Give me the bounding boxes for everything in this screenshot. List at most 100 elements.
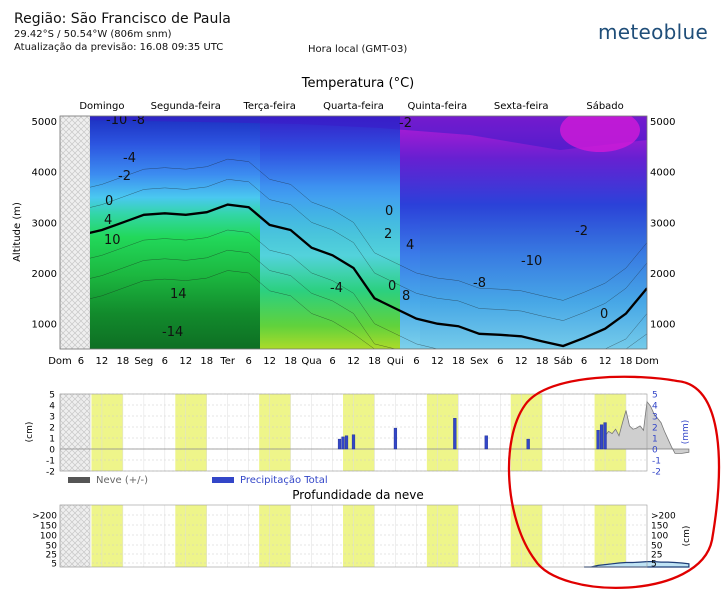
legend-precip-label: Precipitação Total [240,475,328,486]
time-tick: Dom [635,356,659,367]
day-label: Terça-feira [242,101,295,112]
precip-tick-left: -1 [46,457,55,467]
region-title: Região: São Francisco de Paula [14,11,231,27]
precip-tick-right: 0 [652,446,658,456]
daytime-band [426,505,459,567]
contour-label: 0 [600,307,608,322]
contour-label: 0 [105,194,113,209]
depth-tick-left: 100 [40,532,57,542]
depth-tick-right: 100 [651,532,668,542]
daytime-band [426,394,459,471]
altitude-tick-left: 3000 [32,218,57,229]
time-tick: 18 [284,356,297,367]
contour-label: 8 [402,289,410,304]
time-tick: 12 [263,356,276,367]
precip-day-bands [91,394,627,471]
day-label: Quinta-feira [408,101,468,112]
precip-tick-right: -2 [652,468,661,478]
contour-label: 0 [388,279,396,294]
depth-tick-right: 150 [651,522,668,532]
time-tick: 12 [599,356,612,367]
altitude-tick-right: 4000 [650,168,675,179]
depth-day-bands [91,505,627,567]
day-labels: Domingo Segunda-feira Terça-feira Quarta-fe… [79,100,623,112]
time-tick: Qui [387,356,404,367]
depth-tick-right: 5 [651,560,657,570]
time-tick: Qua [301,356,321,367]
precip-tick-right: 1 [652,435,658,445]
time-tick: 6 [329,356,335,367]
time-tick: 12 [179,356,192,367]
time-tick: Sex [470,356,488,367]
depth-tick-right: 25 [651,551,662,561]
precip-bar [603,422,607,450]
precip-bar [351,434,356,450]
time-tick: Sáb [554,355,573,367]
depth-tick-left: 150 [40,522,57,532]
daytime-band [175,394,207,471]
precip-tick-right: -1 [652,457,661,467]
contour-label: -4 [123,151,136,166]
snow-depth-area [584,561,690,568]
contour-label: -8 [132,113,145,128]
depth-grid [60,505,647,567]
depth-tick-right: 50 [651,542,663,552]
precip-bar [337,438,342,450]
precip-tick-right: 3 [652,413,658,423]
day-label: Domingo [79,101,124,112]
time-tick: 12 [96,356,109,367]
contour-label: 14 [170,287,187,302]
contour-label: -10 [521,254,542,269]
time-tick: 6 [497,356,503,367]
precip-tick-right: 2 [652,424,658,434]
daytime-band [594,505,627,567]
contour-label: 10 [104,233,121,248]
time-tick: 18 [117,356,130,367]
time-tick: 12 [431,356,444,367]
precip-bar [526,438,530,450]
time-tick: 12 [347,356,360,367]
precipitation-bars [337,418,607,450]
day-label: Quarta-feira [323,101,384,112]
altitude-tick-left: 1000 [32,320,57,331]
contour-label: -2 [118,169,131,184]
contour-label: 0 [385,204,393,219]
depth-tick-left: 50 [46,542,58,552]
contour-label: -14 [162,325,183,340]
contour-label: -4 [330,281,343,296]
precip-missing-hatch [59,393,91,472]
timezone-label: Hora local (GMT-03) [308,44,408,55]
missing-data-hatch [59,115,91,350]
precip-tick-left: 5 [49,391,55,401]
daytime-band [175,505,207,567]
precip-bar [341,436,345,450]
time-tick: 18 [536,356,549,367]
precip-tick-right: 4 [652,402,658,412]
coordinates: 29.42°S / 50.54°W (806m snm) [14,29,172,40]
precip-axis-label: (mm) [681,420,691,445]
depth-tick-left: >200 [32,512,57,522]
altitude-tick-left: 2000 [32,269,57,280]
daytime-band [343,394,375,471]
daytime-band [259,505,291,567]
precip-tick-left: 4 [49,402,55,412]
time-tick: 6 [162,356,168,367]
time-tick: Ter [219,356,236,367]
day-label: Sexta-feira [494,101,549,112]
altitude-axis-label: Altitude (m) [12,202,23,262]
time-tick: 6 [245,356,251,367]
meteoblue-logo[interactable]: meteoblue [598,20,709,44]
legend-precip-swatch [212,477,234,483]
precip-tick-right: 5 [652,391,658,401]
contour-label: -2 [399,116,412,131]
red-annotation-circle [507,375,721,590]
daytime-band [91,505,123,567]
precip-tick-left: 1 [49,435,55,445]
freezing-level-line [90,203,647,348]
precip-bar [453,418,457,450]
depth-tick-left: 25 [46,551,57,561]
day-label: Segunda-feira [151,101,221,112]
precip-tick-left: 3 [49,413,55,423]
